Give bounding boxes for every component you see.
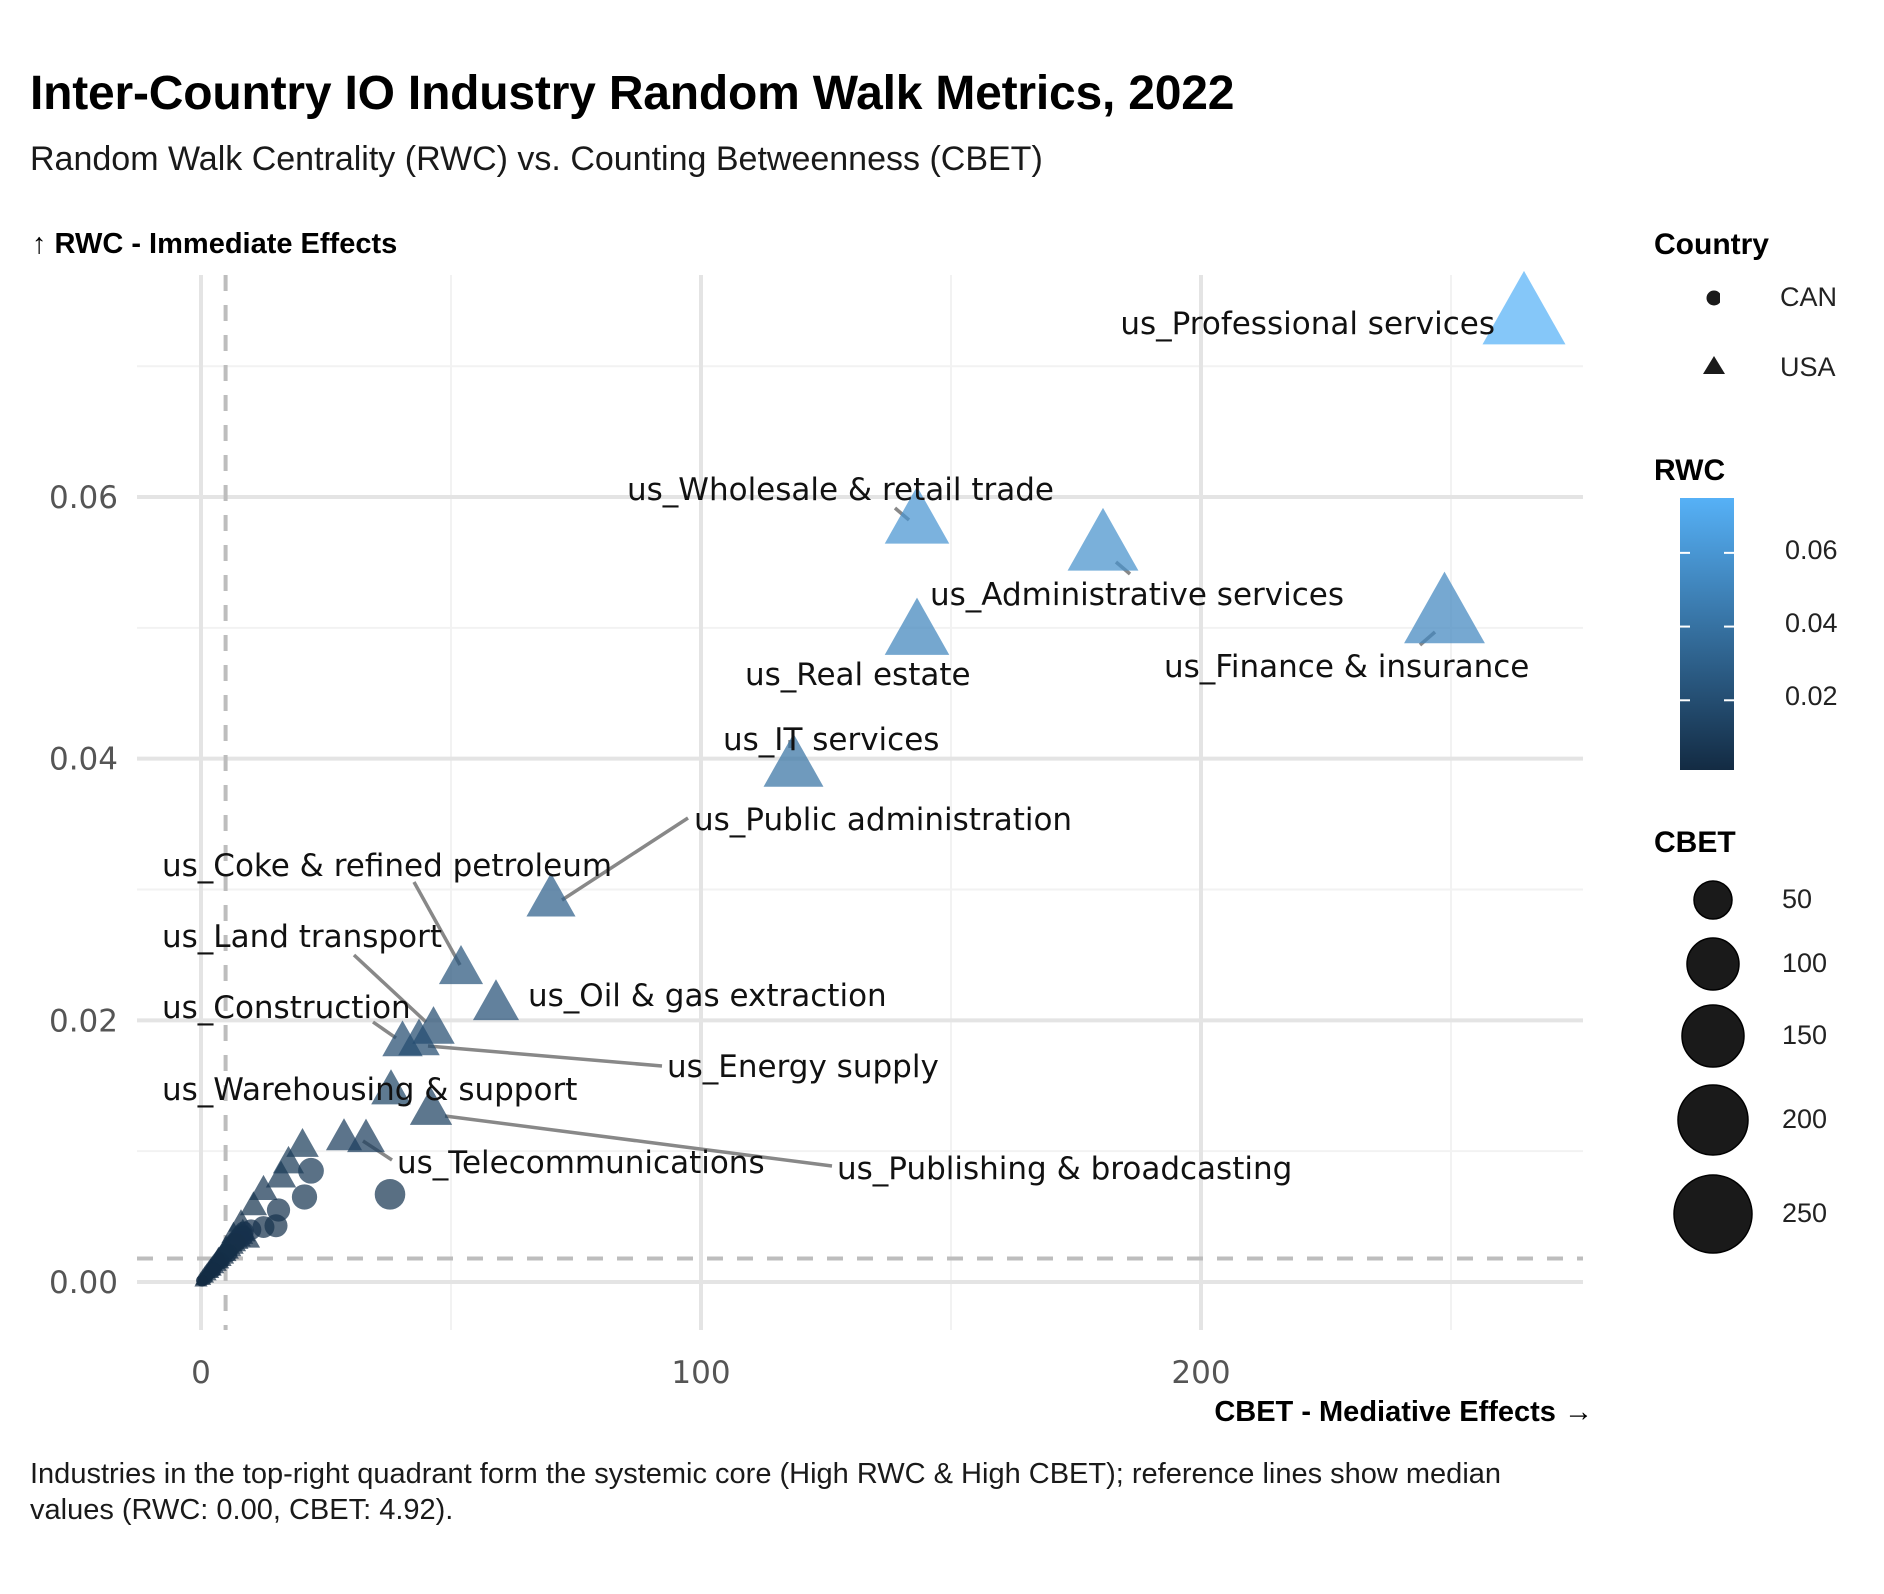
point-can-circle — [196, 1274, 208, 1287]
chart-title: Inter-Country IO Industry Random Walk Me… — [30, 67, 1235, 120]
x-tick-label: 100 — [671, 1355, 730, 1391]
colorbar — [1680, 498, 1734, 770]
point-label: us_Professional services — [1120, 306, 1495, 342]
labeled-point-usa-triangle — [884, 486, 950, 544]
point-label: us_Finance & insurance — [1164, 649, 1529, 685]
legend-country: Country — [1654, 228, 1769, 262]
legend-country-items: CAN USA — [1690, 272, 1880, 392]
leader-line — [427, 1044, 663, 1068]
point-label: us_Publishing & broadcasting — [837, 1151, 1292, 1187]
legend-rwc-tick-006: 0.06 — [1785, 535, 1838, 565]
legend-cbet-250: 250 — [1782, 1198, 1828, 1228]
point-usa-triangle — [249, 1174, 278, 1200]
legend-cbet-50: 50 — [1782, 884, 1813, 914]
gridlines — [137, 275, 1583, 1330]
point-label: us_Warehousing & support — [162, 1072, 577, 1108]
size-circle-100 — [1686, 937, 1740, 991]
size-circle-250 — [1673, 1174, 1753, 1254]
leader-line — [372, 1020, 397, 1040]
legend-rwc-title: RWC — [1654, 454, 1726, 487]
point-can-circle — [298, 1157, 324, 1184]
labeled-point-usa-triangle — [382, 1020, 423, 1057]
point-label: us_Public administration — [694, 802, 1072, 838]
point-label: us_Real estate — [745, 657, 971, 693]
x-tick-label: 0 — [191, 1355, 211, 1391]
x-tick-label: 200 — [1171, 1355, 1230, 1391]
labeled-point-usa-triangle — [526, 872, 576, 917]
point-usa-triangle — [286, 1128, 319, 1157]
labeled-point-usa-triangle — [1404, 571, 1485, 644]
axis-ticks: 0 100 200 0.00 0.02 0.04 0.06 — [49, 480, 1231, 1391]
labeled-point-usa-triangle — [763, 733, 824, 787]
y-tick-label: 0.02 — [49, 1003, 118, 1039]
point-labels: us_Professional services us_Wholesale & r… — [162, 306, 1529, 1187]
size-circle-150 — [1681, 1004, 1745, 1068]
legend-label-usa: USA — [1780, 352, 1836, 382]
legend-cbet-sizes — [1673, 880, 1753, 1254]
leader-line — [444, 1114, 833, 1168]
legend-country-title: Country — [1654, 228, 1769, 261]
point-label: us_Wholesale & retail trade — [627, 472, 1054, 508]
legend-cbet-title: CBET — [1654, 826, 1736, 859]
point-usa-triangle — [239, 1191, 268, 1216]
labeled-point-usa-triangle — [472, 979, 520, 1021]
point-label: us_Construction — [162, 990, 411, 1026]
legend-cbet-200: 200 — [1782, 1104, 1828, 1134]
point-usa-triangle — [265, 1160, 297, 1188]
point-label: us_Administrative services — [930, 577, 1344, 613]
point-label: us_Telecommunications — [397, 1145, 765, 1181]
labeled-point-usa-triangle — [1482, 270, 1566, 345]
triangle-icon — [1703, 356, 1725, 374]
legend-rwc-title-wrap: RWC — [1654, 454, 1725, 488]
labeled-point-usa-triangle — [409, 1087, 453, 1125]
x-axis-title: CBET - Mediative Effects → — [1214, 1396, 1593, 1428]
legend-cbet-150: 150 — [1782, 1020, 1828, 1050]
y-tick-label: 0.04 — [49, 742, 118, 778]
point-label: us_Land transport — [162, 919, 442, 955]
labeled-point-usa-triangle — [347, 1118, 385, 1153]
leader-line — [352, 953, 428, 1024]
circle-icon — [1706, 290, 1720, 306]
point-label: us_Oil & gas extraction — [528, 978, 887, 1014]
labeled-point-usa-triangle — [371, 1069, 411, 1105]
legend-rwc-colorbar — [1680, 498, 1734, 770]
legend-cbet-title-wrap: CBET — [1654, 826, 1736, 860]
reference-lines — [137, 275, 1583, 1330]
size-circle-200 — [1677, 1084, 1749, 1156]
point-can-circle — [374, 1179, 406, 1210]
legend-rwc-tick-004: 0.04 — [1785, 608, 1838, 638]
y-tick-label: 0.06 — [49, 480, 118, 516]
label-leader-lines — [352, 506, 1437, 1168]
labeled-point-usa-triangle — [1067, 507, 1139, 571]
labeled-point-usa-triangle — [884, 597, 950, 655]
y-axis-title: ↑ RWC - Immediate Effects — [32, 228, 398, 260]
size-circle-50 — [1693, 880, 1733, 920]
legend-rwc-tick-002: 0.02 — [1785, 681, 1838, 711]
point-label: us_IT services — [723, 722, 939, 758]
y-tick-label: 0.00 — [49, 1265, 118, 1301]
legend-label-can: CAN — [1780, 282, 1838, 312]
leader-line — [412, 881, 462, 966]
labeled-point-usa-triangle — [438, 945, 484, 985]
chart-caption: Industries in the top-right quadrant for… — [30, 1458, 1502, 1526]
point-label: us_Energy supply — [667, 1049, 939, 1085]
legend-cbet-100: 100 — [1782, 948, 1828, 978]
point-label: us_Coke & refined petroleum — [162, 848, 612, 884]
data-points — [194, 270, 1566, 1287]
chart-subtitle: Random Walk Centrality (RWC) vs. Countin… — [30, 140, 1043, 178]
point-can-circle — [291, 1184, 318, 1210]
leader-line — [561, 816, 689, 902]
